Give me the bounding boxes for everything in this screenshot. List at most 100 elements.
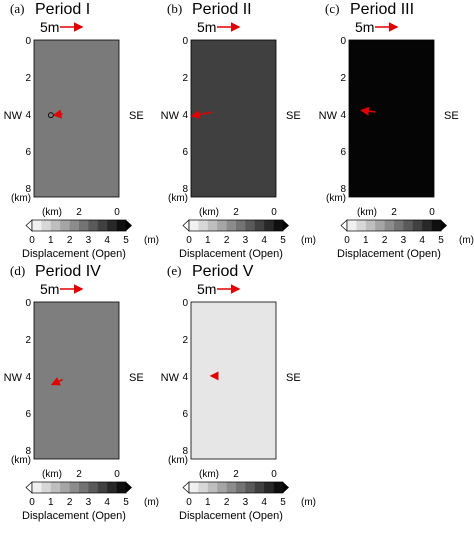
displacement-vector xyxy=(359,106,376,116)
colorbar-under-triangle xyxy=(182,219,190,232)
displacement-map xyxy=(190,39,277,198)
colorbar-label: Displacement (Open) xyxy=(337,248,441,260)
colorbar-tick: 5 xyxy=(280,235,286,246)
colorbar-over-triangle xyxy=(126,482,132,493)
panel-title: Period V xyxy=(192,263,254,280)
colorbar-segment xyxy=(69,482,80,493)
colorbar-segment xyxy=(236,220,246,231)
colorbar-unit: (m) xyxy=(301,497,316,508)
colorbar-tick: 1 xyxy=(48,235,54,246)
colorbar-segment xyxy=(41,220,52,231)
colorbar-segment xyxy=(79,220,89,231)
colorbar-tick: 0 xyxy=(186,497,192,508)
colorbar-unit: (m) xyxy=(144,235,159,246)
panel-title: Period IV xyxy=(35,263,101,280)
colorbar-over-triangle xyxy=(441,220,447,231)
y-tick-label: 8 xyxy=(340,184,346,195)
y-tick-label: 6 xyxy=(25,409,31,420)
colorbar-tick: 4 xyxy=(104,235,110,246)
displacement-vector xyxy=(50,377,63,386)
colorbar-segment xyxy=(198,220,209,231)
x-tick-label: (km) xyxy=(42,207,62,218)
colorbar-segment xyxy=(32,220,42,231)
nw-label: NW xyxy=(4,372,23,384)
displacement-vector xyxy=(190,110,213,119)
panel-label: (b) xyxy=(167,1,182,16)
panel-label: (a) xyxy=(10,1,24,16)
y-tick-label: 0 xyxy=(25,36,31,47)
colorbar-segment xyxy=(207,482,218,493)
colorbar-under-triangle xyxy=(340,219,348,232)
scale-label: 5m xyxy=(197,19,216,35)
x-tick-label: 2 xyxy=(233,207,239,218)
colorbar-segment xyxy=(236,482,246,493)
displacement-map xyxy=(348,39,435,198)
scale-label: 5m xyxy=(197,281,216,297)
colorbar-segment xyxy=(32,482,42,493)
colorbar-segment xyxy=(79,482,89,493)
colorbar-segment xyxy=(375,220,385,231)
y-tick-label: 2 xyxy=(25,73,31,84)
colorbar-tick: 5 xyxy=(280,497,286,508)
colorbar-label: Displacement (Open) xyxy=(22,510,126,522)
colorbar-segment xyxy=(50,482,61,493)
colorbar-tick: 5 xyxy=(438,235,444,246)
panel-label: (e) xyxy=(167,263,181,278)
colorbar-tick: 2 xyxy=(224,497,230,508)
colorbar-tick: 4 xyxy=(261,497,267,508)
colorbar-tick: 3 xyxy=(401,235,407,246)
panel-title: Period I xyxy=(35,1,90,18)
colorbar-segment xyxy=(422,220,432,231)
x-tick-label: 2 xyxy=(76,207,82,218)
displacement-map xyxy=(33,301,120,460)
colorbar-segment xyxy=(245,220,256,231)
y-tick-label: 4 xyxy=(182,372,188,383)
colorbar-tick: 0 xyxy=(29,497,35,508)
colorbar-over-triangle xyxy=(283,220,289,231)
y-unit-label: (km) xyxy=(11,193,31,204)
displacement-map xyxy=(190,301,277,460)
scale-label: 5m xyxy=(355,19,374,35)
y-tick-label: 2 xyxy=(182,335,188,346)
colorbar-unit: (m) xyxy=(301,235,316,246)
colorbar-label: Displacement (Open) xyxy=(179,510,283,522)
y-tick-label: 4 xyxy=(340,110,346,121)
y-tick-label: 2 xyxy=(340,73,346,84)
colorbar-under-triangle xyxy=(182,481,190,494)
colorbar-segment xyxy=(189,482,199,493)
colorbar-tick: 3 xyxy=(243,497,249,508)
colorbar-segment xyxy=(97,482,108,493)
x-tick-label: (km) xyxy=(42,469,62,480)
y-tick-label: 4 xyxy=(182,110,188,121)
nw-label: NW xyxy=(319,110,338,122)
colorbar-tick: 4 xyxy=(419,235,425,246)
colorbar-segment xyxy=(217,482,227,493)
x-tick-label: (km) xyxy=(357,207,377,218)
colorbar-tick: 1 xyxy=(205,235,211,246)
y-tick-label: 8 xyxy=(25,184,31,195)
colorbar-tick: 2 xyxy=(67,235,73,246)
colorbar-tick: 5 xyxy=(123,497,129,508)
se-label: SE xyxy=(286,372,301,384)
nw-label: NW xyxy=(161,372,180,384)
colorbar-segment xyxy=(207,220,218,231)
x-tick-label: (km) xyxy=(199,469,219,480)
colorbar-segment xyxy=(394,220,404,231)
colorbar-segment xyxy=(403,220,414,231)
colorbar-segment xyxy=(60,482,70,493)
colorbar-segment xyxy=(384,220,395,231)
y-tick-label: 2 xyxy=(25,335,31,346)
colorbar-segment xyxy=(107,482,117,493)
colorbar-tick: 4 xyxy=(104,497,110,508)
colorbar-segment xyxy=(412,220,423,231)
nw-label: NW xyxy=(161,110,180,122)
colorbar-segment xyxy=(116,220,127,231)
colorbar-tick: 5 xyxy=(123,235,129,246)
y-tick-label: 8 xyxy=(182,446,188,457)
y-tick-label: 0 xyxy=(182,36,188,47)
colorbar-segment xyxy=(97,220,108,231)
x-tick-label: 0 xyxy=(114,469,120,480)
colorbar-tick: 3 xyxy=(243,235,249,246)
colorbar-segment xyxy=(226,482,237,493)
